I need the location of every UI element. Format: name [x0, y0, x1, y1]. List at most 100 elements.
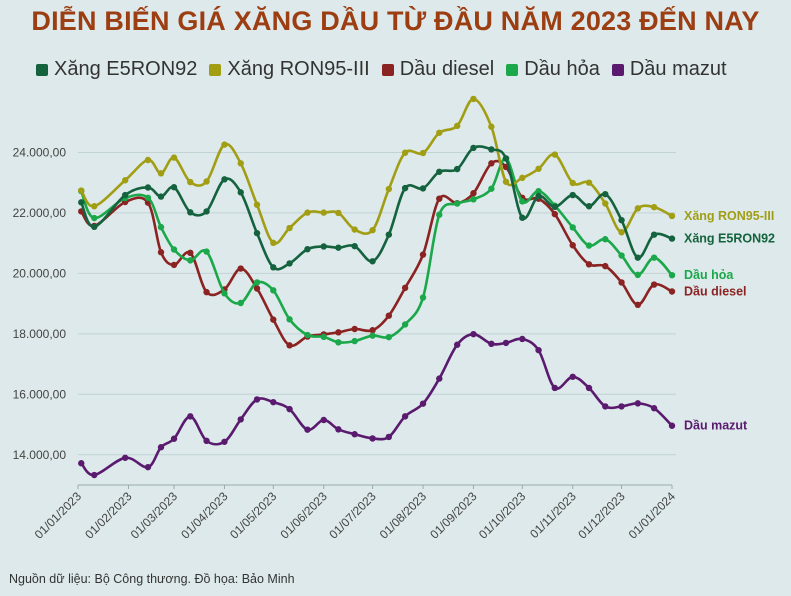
x-tick-label: 01/05/2023 [227, 489, 280, 542]
data-point-xang-e5ron92 [668, 235, 676, 242]
data-point-xang-e5ron92 [602, 190, 609, 198]
data-point-dau-mazut [351, 431, 358, 438]
data-point-xang-e5ron92 [650, 231, 658, 238]
data-point-dau-diesel [668, 288, 676, 295]
data-point-dau-diesel [470, 190, 477, 197]
data-point-dau-mazut [470, 330, 477, 338]
x-tick-label: 01/11/2023 [527, 489, 579, 541]
data-point-xang-ron95-iii [436, 129, 443, 136]
data-point-xang-ron95-iii [618, 229, 625, 236]
series-line-xang-ron95-iii [80, 97, 673, 245]
data-point-dau-mazut [634, 400, 642, 407]
data-point-xang-e5ron92 [121, 191, 129, 199]
data-point-xang-e5ron92 [369, 258, 376, 265]
x-tick-label: 01/07/2023 [326, 489, 379, 542]
data-point-xang-e5ron92 [535, 192, 542, 200]
end-label-dau-diesel: Dầu diesel [684, 285, 747, 299]
data-point-dau-hoa [157, 223, 165, 231]
data-point-dau-hoa [187, 257, 194, 264]
data-point-dau-diesel [618, 279, 625, 286]
data-point-dau-hoa [253, 279, 261, 286]
data-point-xang-ron95-iii [91, 203, 98, 210]
data-point-dau-mazut [170, 435, 178, 442]
series-dau-mazut [78, 330, 676, 479]
x-tick-label: 01/02/2023 [82, 489, 135, 542]
data-point-xang-e5ron92 [385, 231, 393, 238]
data-point-xang-ron95-iii [369, 226, 376, 234]
x-tick-label: 01/09/2023 [427, 489, 480, 542]
data-point-dau-mazut [551, 384, 559, 392]
data-point-dau-diesel [569, 242, 576, 249]
legend-label: Dầu hỏa [524, 58, 600, 80]
data-point-xang-e5ron92 [187, 209, 194, 216]
data-point-xang-e5ron92 [551, 203, 559, 211]
legend-swatch [611, 63, 624, 76]
data-point-dau-mazut [535, 346, 542, 354]
data-point-xang-e5ron92 [78, 199, 85, 206]
legend-label: Xăng E5RON92 [54, 58, 198, 80]
data-point-xang-e5ron92 [335, 244, 342, 251]
data-point-xang-e5ron92 [253, 229, 261, 237]
end-label-xang-ron95-iii: Xăng RON95-III [684, 209, 774, 223]
x-tick-label: 01/01/2023 [32, 489, 85, 542]
data-point-dau-hoa [320, 333, 327, 341]
data-point-xang-e5ron92 [470, 144, 477, 152]
x-tick-label: 01/08/2023 [377, 489, 430, 542]
data-point-dau-mazut [157, 444, 165, 451]
data-point-xang-e5ron92 [401, 184, 409, 192]
legend-swatch [381, 63, 394, 76]
data-point-dau-mazut [602, 403, 609, 410]
data-point-dau-hoa [470, 196, 477, 203]
data-point-xang-e5ron92 [286, 260, 293, 267]
data-point-dau-mazut [519, 335, 526, 343]
data-point-xang-e5ron92 [453, 165, 461, 173]
data-point-dau-mazut [91, 471, 98, 479]
data-point-xang-e5ron92 [419, 185, 427, 192]
legend-swatch [506, 63, 519, 76]
legend-label: Xăng RON95-III [227, 58, 370, 80]
data-point-dau-diesel [585, 261, 593, 268]
data-point-xang-ron95-iii [602, 200, 609, 207]
data-point-xang-ron95-iii [569, 179, 576, 187]
data-point-dau-hoa [286, 316, 293, 323]
data-point-xang-e5ron92 [157, 193, 165, 200]
y-tick-label: 16.000,00 [13, 387, 67, 401]
data-point-dau-diesel [385, 312, 393, 319]
series-xang-e5ron92 [78, 144, 676, 271]
data-point-xang-ron95-iii [270, 239, 277, 247]
legend: Xăng E5RON92 Xăng RON95-III Dầu diesel Dầu … [36, 58, 727, 81]
data-point-xang-ron95-iii [320, 209, 327, 216]
data-point-dau-mazut [436, 375, 443, 382]
data-point-xang-e5ron92 [237, 189, 244, 196]
data-point-xang-e5ron92 [320, 243, 327, 250]
legend-item-dau-diesel: Dầu diesel [381, 58, 494, 81]
data-point-xang-e5ron92 [436, 168, 443, 175]
source-note: Nguồn dữ liệu: Bộ Công thương. Đồ họa: B… [9, 572, 295, 586]
y-tick-label: 18.000,00 [13, 327, 67, 341]
data-point-dau-hoa [634, 271, 642, 279]
series-line-xang-e5ron92 [80, 145, 673, 271]
data-point-dau-diesel [237, 265, 244, 272]
series-line-dau-mazut [80, 332, 673, 477]
data-point-dau-hoa [144, 194, 152, 201]
data-point-xang-e5ron92 [488, 146, 495, 153]
x-tick-label: 01/01/2024 [626, 489, 679, 542]
data-point-dau-mazut [453, 341, 461, 348]
data-point-dau-hoa [585, 242, 593, 249]
data-point-dau-hoa [203, 248, 210, 255]
data-point-dau-diesel [253, 285, 261, 292]
data-point-dau-mazut [369, 435, 376, 442]
x-tick-label: 01/03/2023 [128, 489, 181, 542]
legend-item-xang-e5ron92: Xăng E5RON92 [36, 58, 197, 81]
data-point-dau-hoa [170, 246, 178, 253]
data-point-dau-hoa [569, 224, 576, 231]
x-tick-label: 01/10/2023 [476, 489, 529, 542]
data-point-dau-diesel [634, 301, 642, 309]
data-point-xang-ron95-iii [351, 226, 358, 233]
data-point-xang-e5ron92 [618, 216, 625, 224]
data-point-dau-hoa [535, 187, 542, 195]
end-label-dau-hoa: Dầu hỏa [684, 268, 734, 282]
data-point-xang-e5ron92 [221, 176, 228, 183]
data-point-xang-ron95-iii [551, 151, 559, 158]
